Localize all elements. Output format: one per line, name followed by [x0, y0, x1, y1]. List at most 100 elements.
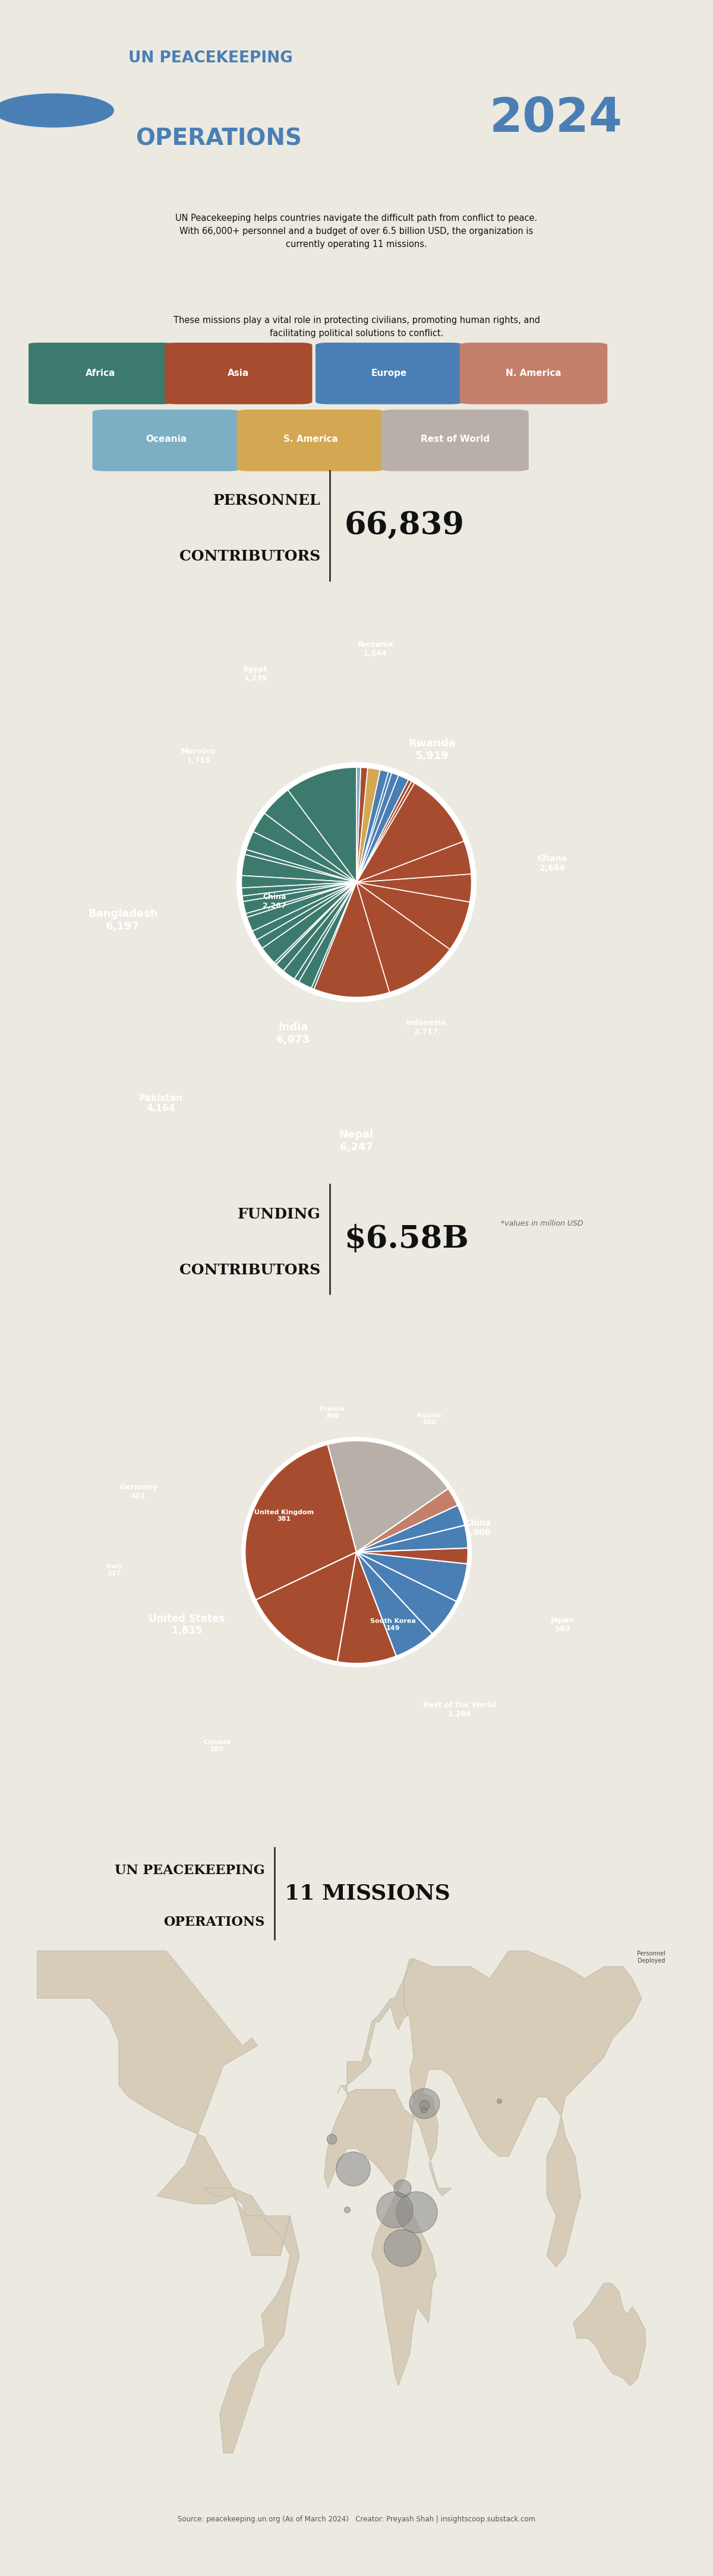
Text: S. America: S. America [283, 435, 338, 443]
Text: PERSONNEL: PERSONNEL [213, 495, 321, 507]
Circle shape [0, 93, 114, 129]
Wedge shape [282, 881, 356, 979]
Point [419, 2084, 430, 2125]
Polygon shape [37, 1950, 290, 2257]
Point [396, 2226, 408, 2267]
Text: Russia
200: Russia 200 [417, 1412, 441, 1425]
Polygon shape [573, 2282, 645, 2385]
Wedge shape [273, 881, 356, 966]
Text: Tanzania
1,544: Tanzania 1,544 [357, 641, 394, 657]
Text: Rest of World: Rest of World [421, 435, 489, 443]
Wedge shape [252, 811, 356, 881]
Wedge shape [356, 1548, 468, 1564]
Text: China
2,267: China 2,267 [262, 894, 286, 909]
FancyBboxPatch shape [165, 343, 312, 404]
Text: Canada
180: Canada 180 [203, 1739, 231, 1752]
Text: OPERATIONS: OPERATIONS [135, 126, 302, 149]
Wedge shape [356, 781, 415, 881]
Text: Personnel
Deployed: Personnel Deployed [637, 1950, 665, 1963]
Wedge shape [356, 881, 471, 951]
Wedge shape [240, 881, 356, 896]
Wedge shape [356, 840, 473, 881]
Text: Europe: Europe [371, 368, 407, 379]
Text: Germany
401: Germany 401 [120, 1484, 158, 1499]
Text: India
6,073: India 6,073 [277, 1023, 310, 1046]
Text: Morocco
1,715: Morocco 1,715 [181, 747, 216, 765]
Text: These missions play a vital role in protecting civilians, promoting human rights: These missions play a vital role in prot… [173, 317, 540, 337]
Text: Oceania: Oceania [145, 435, 187, 443]
Wedge shape [311, 881, 356, 989]
Text: UN PEACEKEEPING: UN PEACEKEEPING [128, 52, 293, 67]
Wedge shape [356, 765, 361, 881]
Text: Ghana
2,664: Ghana 2,664 [538, 855, 567, 873]
Wedge shape [356, 1489, 458, 1551]
Text: *values in million USD: *values in million USD [501, 1221, 583, 1226]
Text: CONTRIBUTORS: CONTRIBUTORS [180, 549, 321, 564]
Text: France
369: France 369 [320, 1406, 344, 1419]
Point [389, 2190, 400, 2231]
Text: Rest of the World
1,284: Rest of the World 1,284 [423, 1700, 496, 1718]
Wedge shape [256, 1551, 356, 1662]
Polygon shape [337, 1958, 423, 2094]
Wedge shape [275, 881, 356, 966]
Point [347, 2148, 359, 2190]
Text: United States
1,835: United States 1,835 [149, 1613, 225, 1636]
Point [396, 2166, 408, 2208]
Text: N. America: N. America [506, 368, 561, 379]
Wedge shape [287, 765, 356, 881]
Text: South Korea
149: South Korea 149 [370, 1618, 416, 1631]
Polygon shape [205, 2187, 299, 2452]
Wedge shape [245, 832, 356, 881]
Wedge shape [356, 1504, 465, 1551]
Wedge shape [244, 850, 356, 881]
FancyBboxPatch shape [460, 343, 607, 404]
Wedge shape [240, 855, 356, 881]
Text: Rwanda
5,919: Rwanda 5,919 [409, 739, 456, 762]
Text: United Kingdom
381: United Kingdom 381 [254, 1510, 314, 1522]
Text: Pakistan
4,164: Pakistan 4,164 [139, 1095, 183, 1113]
FancyBboxPatch shape [315, 343, 463, 404]
Wedge shape [356, 1551, 456, 1633]
FancyBboxPatch shape [93, 410, 240, 471]
Wedge shape [356, 768, 389, 881]
Wedge shape [356, 768, 381, 881]
Text: Indonesia
2,717: Indonesia 2,717 [406, 1020, 446, 1036]
Wedge shape [240, 876, 356, 889]
Text: Africa: Africa [86, 368, 116, 379]
FancyBboxPatch shape [381, 410, 529, 471]
Text: UN PEACEKEEPING: UN PEACEKEEPING [115, 1865, 265, 1878]
Wedge shape [356, 773, 399, 881]
Wedge shape [256, 881, 356, 948]
Text: OPERATIONS: OPERATIONS [163, 1917, 265, 1929]
Wedge shape [314, 881, 390, 999]
Point [419, 2084, 430, 2125]
Wedge shape [275, 881, 356, 971]
Text: 66,839: 66,839 [344, 510, 465, 541]
Wedge shape [252, 881, 356, 940]
Polygon shape [404, 1950, 642, 2267]
FancyBboxPatch shape [237, 410, 384, 471]
Text: 11 MISSIONS: 11 MISSIONS [284, 1883, 450, 1904]
Wedge shape [356, 770, 392, 881]
Point [411, 2192, 422, 2233]
Wedge shape [298, 881, 356, 989]
Wedge shape [328, 1440, 448, 1551]
Text: 2024: 2024 [490, 95, 622, 142]
Point [342, 2190, 353, 2231]
Text: CONTRIBUTORS: CONTRIBUTORS [180, 1262, 321, 1278]
Wedge shape [356, 765, 368, 881]
Point [326, 2117, 337, 2159]
Wedge shape [337, 1551, 396, 1664]
Text: $6.58B: $6.58B [344, 1224, 469, 1255]
Wedge shape [262, 881, 356, 963]
Wedge shape [356, 778, 412, 881]
Wedge shape [241, 881, 356, 902]
Text: FUNDING: FUNDING [237, 1208, 321, 1221]
Text: Source: peacekeeping.un.org (As of March 2024)   Creator: Preyash Shah | insight: Source: peacekeeping.un.org (As of March… [178, 2517, 535, 2522]
FancyBboxPatch shape [27, 343, 175, 404]
Text: Bangladesh
6,197: Bangladesh 6,197 [88, 909, 158, 933]
Polygon shape [324, 2089, 451, 2385]
Wedge shape [246, 881, 356, 933]
Wedge shape [264, 788, 356, 881]
Wedge shape [245, 1445, 356, 1600]
